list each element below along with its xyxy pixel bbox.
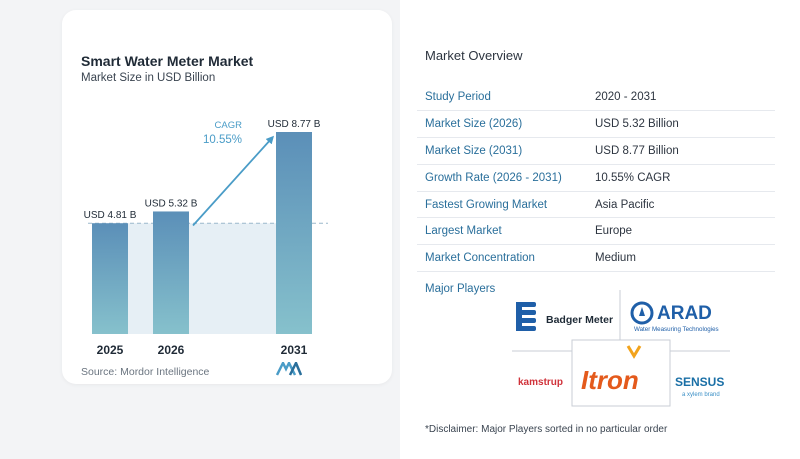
overview-value: Europe [587,217,775,246]
overview-row: Market Concentration Medium [417,244,775,273]
chart-subtitle: Market Size in USD Billion [81,72,216,84]
overview-row: Fastest Growing Market Asia Pacific [417,191,775,219]
cagr-arrow [192,135,275,227]
cagr-value: 10.55% [203,134,242,146]
svg-text:ARAD: ARAD [657,303,712,324]
overview-row: Market Size (2031) USD 8.77 Billion [417,137,775,165]
overview-row: Market Size (2026) USD 5.32 Billion [417,110,775,139]
overview-key: Market Size (2031) [417,137,587,165]
svg-text:Badger Meter: Badger Meter [546,314,613,326]
svg-text:Water Measuring Technologies: Water Measuring Technologies [634,326,719,333]
x-tick-label: 2031 [281,343,308,357]
bar [276,132,312,334]
overview-table: Study Period 2020 - 2031 Market Size (2026… [417,84,775,273]
overview-title: Market Overview [425,48,523,63]
overview-key: Study Period [417,84,587,112]
chart-source: Source: Mordor Intelligence [81,366,210,378]
overview-value: USD 5.32 Billion [587,110,775,139]
svg-text:a xylem brand: a xylem brand [682,392,720,398]
overview-key: Market Size (2026) [417,110,587,139]
major-players-title: Major Players [425,283,496,295]
x-tick-label: 2025 [97,343,124,357]
data-label: USD 4.81 B [84,210,137,221]
overview-value: 2020 - 2031 [587,84,775,112]
overview-key: Fastest Growing Market [417,191,587,219]
major-players-logos: Badger Meter ARAD Water Measuring Techno… [512,290,730,407]
overview-row: Study Period 2020 - 2031 [417,84,775,112]
sensus-logo: SENSUS a xylem brand [675,375,724,398]
bar [92,223,128,334]
data-label: USD 8.77 B [268,119,321,130]
overview-value: Medium [587,244,775,273]
itron-logo: Itron [581,345,642,395]
mordor-intelligence-logo [276,362,302,376]
overview-row: Largest Market Europe [417,217,775,246]
overview-key: Growth Rate (2026 - 2031) [417,164,587,192]
arad-logo: ARAD Water Measuring Technologies [630,301,719,333]
overview-value: 10.55% CAGR [587,164,775,192]
disclaimer: *Disclaimer: Major Players sorted in no … [425,424,668,435]
bar [153,211,189,334]
x-tick-label: 2026 [158,343,185,357]
overview-key: Market Concentration [417,244,587,273]
chart-title: Smart Water Meter Market [81,53,254,69]
logo-frame [571,339,671,407]
bar-chart: USD 4.81 B 2025 USD 5.32 B 2026 USD 8.77 B 20… [84,119,328,357]
badger-meter-logo: Badger Meter [516,302,613,331]
overview-value: USD 8.77 Billion [587,137,775,165]
cagr-label: CAGR [215,120,243,131]
kamstrup-logo: kamstrup [518,377,563,388]
overview-key: Largest Market [417,217,587,246]
svg-text:Itron: Itron [581,365,639,395]
data-label: USD 5.32 B [145,198,198,209]
svg-text:SENSUS: SENSUS [675,375,724,389]
overview-row: Growth Rate (2026 - 2031) 10.55% CAGR [417,164,775,192]
baseline-band [128,223,276,334]
overview-value: Asia Pacific [587,191,775,219]
